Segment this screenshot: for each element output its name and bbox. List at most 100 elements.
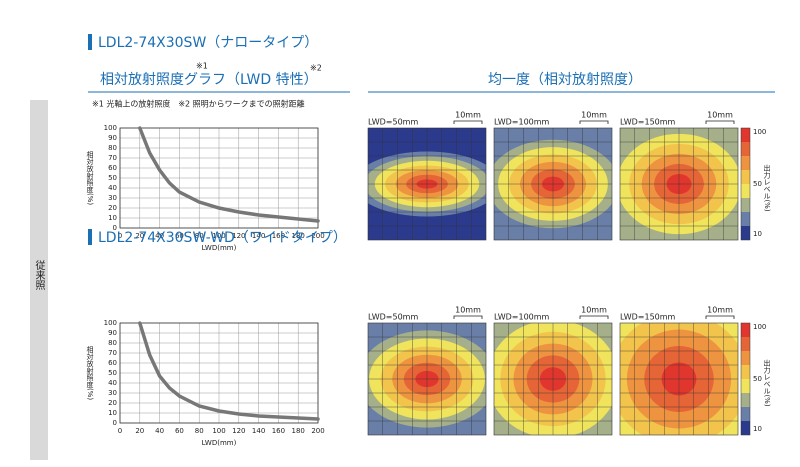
colorbar-tick: 50: [753, 375, 762, 383]
heatmap: [368, 323, 486, 435]
heatmap: [368, 128, 486, 240]
x-tick-label: 60: [175, 232, 184, 240]
x-tick-label: 20: [135, 427, 144, 435]
colorbar-cell: [741, 323, 750, 337]
x-tick-label: 180: [292, 232, 305, 240]
footnote-mark: ※1: [196, 62, 208, 71]
heatmap: [620, 323, 738, 435]
map-label: LWD=50mm: [368, 118, 418, 127]
y-tick-label: 70: [108, 154, 117, 162]
colorbar-label: 出力レベル(%): [763, 359, 771, 407]
colorbar-cell: [741, 170, 750, 184]
x-tick-label: 180: [292, 427, 305, 435]
colorbar-cell: [741, 198, 750, 212]
x-tick-label: 0: [118, 427, 122, 435]
colorbar-frame: [740, 127, 751, 241]
x-tick-label: 60: [175, 427, 184, 435]
map-frame: [493, 127, 613, 241]
y-tick-label: 40: [108, 184, 117, 192]
colorbar-label: 出力レベル(%): [763, 164, 771, 212]
y-tick-label: 30: [108, 389, 117, 397]
footnote-mark: ※2: [310, 64, 322, 73]
y-tick-label: 60: [108, 359, 117, 367]
map-frame: [367, 322, 487, 436]
map-scale: 10mm: [455, 111, 481, 120]
y-tick-label: 10: [108, 214, 117, 222]
heatmap: [620, 128, 738, 240]
map-frame: [619, 322, 739, 436]
map-label: LWD=100mm: [494, 118, 550, 127]
y-tick-label: 10: [108, 409, 117, 417]
y-tick-label: 20: [108, 204, 117, 212]
x-tick-label: 20: [135, 232, 144, 240]
x-tick-label: 160: [272, 232, 285, 240]
colorbar-cell: [741, 212, 750, 226]
colorbar-cell: [741, 407, 750, 421]
map-frame: [367, 127, 487, 241]
y-tick-label: 20: [108, 399, 117, 407]
y-tick-label: 40: [108, 379, 117, 387]
plot-frame: [119, 127, 319, 229]
heatmap: [494, 323, 612, 435]
x-tick-label: 200: [311, 232, 324, 240]
y-tick-label: 80: [108, 339, 117, 347]
colorbar-cell: [741, 379, 750, 393]
y-tick-label: 0: [113, 224, 117, 232]
map-label: LWD=150mm: [620, 118, 676, 127]
colorbar-tick: 50: [753, 180, 762, 188]
colorbar-cell: [741, 226, 750, 240]
colorbar-cell: [741, 142, 750, 156]
scale-bracket: [705, 120, 735, 124]
y-tick-label: 70: [108, 349, 117, 357]
title-marker: [88, 229, 92, 245]
colorbar-tick: 10: [753, 230, 762, 238]
x-tick-label: 160: [272, 427, 285, 435]
colorbar-cell: [741, 421, 750, 435]
notes: ※1 光軸上の放射照度 ※2 照明からワークまでの照射距離: [92, 99, 305, 109]
side-bar: [30, 100, 48, 460]
y-tick-label: 0: [113, 419, 117, 427]
map-frame: [493, 322, 613, 436]
graph-heading: 相対放射照度グラフ（LWD 特性）: [100, 72, 318, 88]
section-title: LDL2-74X30SW（ナロータイプ）: [98, 35, 318, 51]
map-scale: 10mm: [707, 306, 733, 315]
scale-bracket: [579, 120, 609, 124]
scale-bracket: [453, 315, 483, 319]
map-label: LWD=50mm: [368, 313, 418, 322]
title-marker: [88, 34, 92, 50]
map-scale: 10mm: [455, 306, 481, 315]
x-tick-label: 200: [311, 427, 324, 435]
x-tick-label: 0: [118, 232, 122, 240]
uniformity-heading: 均一度（相対放射照度）: [488, 72, 642, 88]
x-tick-label: 120: [232, 427, 245, 435]
x-tick-label: 140: [252, 232, 265, 240]
colorbar-tick: 100: [753, 128, 766, 136]
colorbar-tick: 100: [753, 323, 766, 331]
map-label: LWD=150mm: [620, 313, 676, 322]
scale-bracket: [453, 120, 483, 124]
colorbar-cell: [741, 393, 750, 407]
y-tick-label: 90: [108, 134, 117, 142]
y-tick-label: 30: [108, 194, 117, 202]
x-tick-label: 40: [155, 427, 164, 435]
x-tick-label: 120: [232, 232, 245, 240]
x-tick-label: 100: [212, 232, 225, 240]
section-title: LDL2-74X30SW-WD（ワイドタイプ）: [98, 230, 347, 246]
x-axis-label: LWD(mm): [202, 439, 237, 447]
map-frame: [619, 127, 739, 241]
map-label: LWD=100mm: [494, 313, 550, 322]
x-tick-label: 140: [252, 427, 265, 435]
colorbar-cell: [741, 184, 750, 198]
colorbar-cell: [741, 365, 750, 379]
colorbar-cell: [741, 337, 750, 351]
map-scale: 10mm: [581, 111, 607, 120]
x-tick-label: 80: [195, 427, 204, 435]
x-tick-label: 80: [195, 232, 204, 240]
y-tick-label: 90: [108, 329, 117, 337]
x-tick-label: 40: [155, 232, 164, 240]
colorbar-frame: [740, 322, 751, 436]
colorbar-cell: [741, 128, 750, 142]
colorbar-tick: 10: [753, 425, 762, 433]
plot-frame: [119, 322, 319, 424]
